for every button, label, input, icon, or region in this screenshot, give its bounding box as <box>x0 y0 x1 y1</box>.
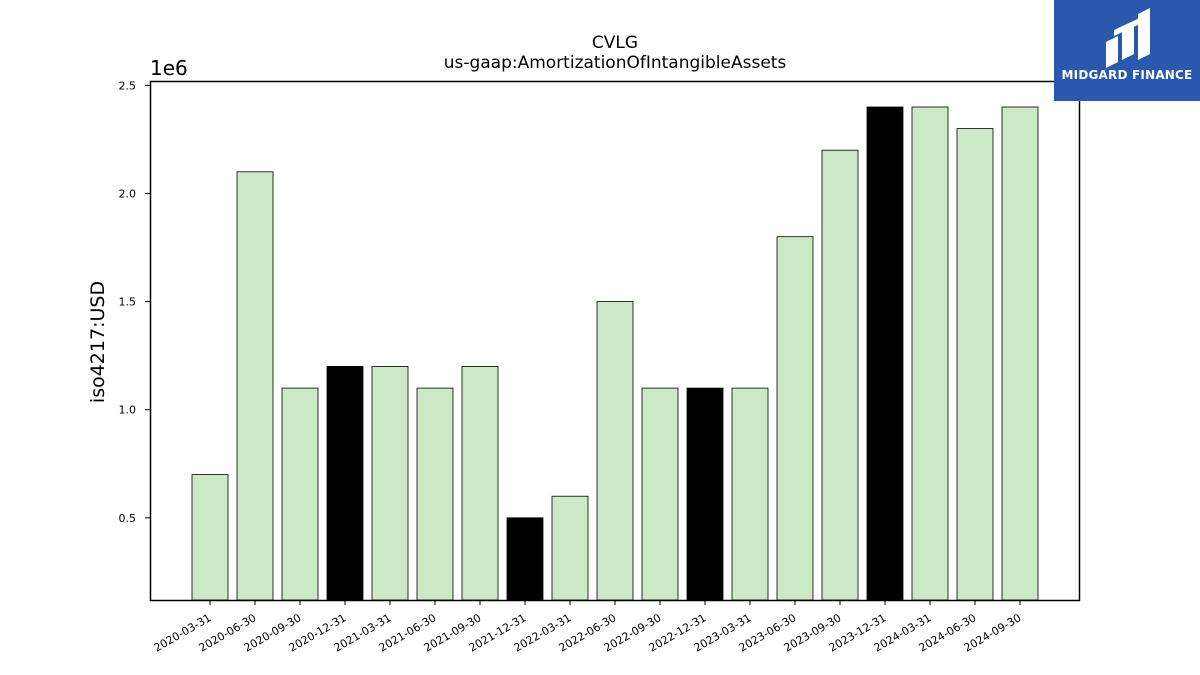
bar-2023-06-30 <box>776 236 814 601</box>
bar-2022-09-30 <box>641 387 679 601</box>
bar-2021-06-30 <box>416 387 454 601</box>
y-tick-label: 1.5 <box>119 296 137 309</box>
bar-2020-06-30 <box>236 171 274 601</box>
y-tick-label: 2.5 <box>119 79 137 92</box>
bar-2024-06-30 <box>956 128 994 601</box>
brand-logo: MIDGARD FINANCE <box>1054 0 1200 101</box>
bar-2021-09-30 <box>461 365 499 601</box>
y-tick-label: 0.5 <box>119 512 137 525</box>
chart-title: CVLG <box>592 33 638 53</box>
brand-name: MIDGARD FINANCE <box>1061 68 1193 82</box>
bar-2021-03-31 <box>371 365 409 601</box>
bar-2023-03-31 <box>731 387 769 601</box>
bar-2020-09-30 <box>281 387 319 601</box>
bar-2023-12-31 <box>866 106 904 601</box>
bar-2023-09-30 <box>821 149 859 601</box>
brand-mark-icon <box>1106 8 1150 68</box>
y-axis-offset-label: 1e6 <box>150 56 188 80</box>
bar-2020-12-31 <box>326 365 364 601</box>
plot-frame <box>149 80 1081 602</box>
x-axis-ticks: 2020-03-312020-06-302020-09-302020-12-31… <box>152 600 1024 655</box>
y-axis-ticks: 0.5 1.0 1.5 2.0 2.5 <box>119 79 150 525</box>
bars-group <box>191 106 1039 601</box>
chart-subtitle: us-gaap:AmortizationOfIntangibleAssets <box>444 53 787 73</box>
bar-2022-12-31 <box>686 387 724 601</box>
bar-2022-03-31 <box>551 495 589 601</box>
bar-2022-06-30 <box>596 301 634 601</box>
bar-2024-09-30 <box>1001 106 1039 601</box>
y-axis-label: iso4217:USD <box>87 281 109 403</box>
bar-2024-03-31 <box>911 106 949 601</box>
y-tick-label: 1.0 <box>119 404 137 417</box>
bar-2020-03-31 <box>191 474 229 601</box>
y-tick-label: 2.0 <box>119 187 137 200</box>
bar-2021-12-31 <box>506 517 544 601</box>
